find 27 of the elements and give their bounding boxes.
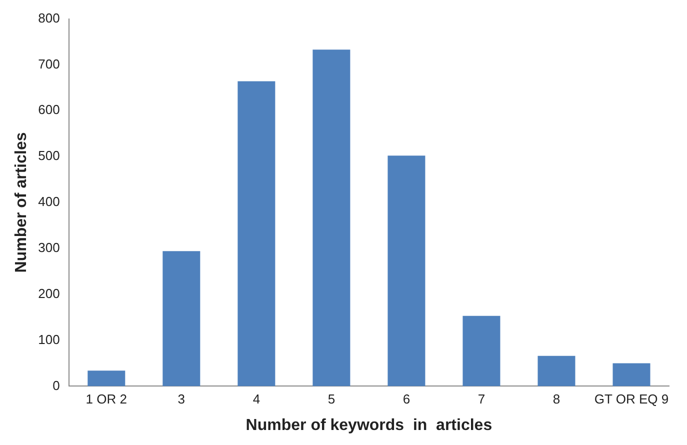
y-tick-label: 700 — [38, 56, 60, 72]
x-tick-label: 7 — [478, 392, 486, 407]
x-axis-title: Number of keywords in articles — [246, 416, 492, 434]
y-tick-label: 600 — [38, 102, 60, 118]
y-tick-label: 400 — [38, 194, 60, 210]
x-tick-label: GT OR EQ 9 — [594, 392, 669, 407]
x-tick-label: 6 — [402, 392, 410, 407]
bar — [88, 370, 126, 386]
y-axis-title: Number of articles — [13, 132, 30, 273]
x-tick-label: 4 — [252, 392, 260, 407]
x-tick-label: 3 — [178, 392, 186, 407]
bar — [388, 156, 426, 386]
y-tick-label: 500 — [38, 148, 60, 164]
x-tick-label: 5 — [328, 392, 336, 407]
x-tick-label: 1 OR 2 — [86, 392, 127, 407]
bar — [462, 316, 500, 386]
bar — [538, 356, 576, 386]
bar — [238, 81, 276, 386]
y-tick-label: 300 — [38, 240, 60, 256]
bar — [612, 363, 650, 386]
y-tick-label: 200 — [38, 286, 60, 301]
y-tick-label: 0 — [52, 378, 60, 393]
y-tick-label: 100 — [38, 332, 60, 347]
bar — [162, 251, 200, 386]
x-tick-label: 8 — [552, 392, 560, 407]
bar — [312, 50, 350, 386]
y-tick-label: 800 — [38, 10, 60, 26]
